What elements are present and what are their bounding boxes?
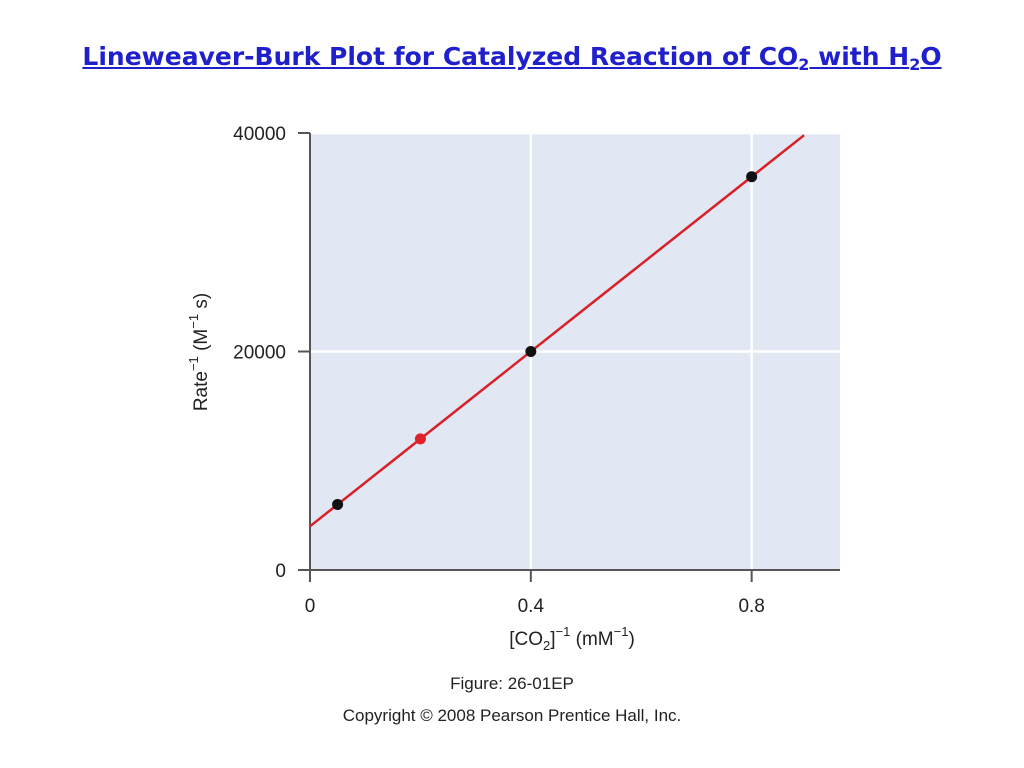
x-axis-title: [CO2]−1 (mM−1) [509,624,635,653]
y-tick-label: 40000 [233,124,286,145]
x-tick-label: 0.4 [518,596,545,617]
y-axis-title: Rate−1 (M−1 s) [186,293,212,411]
fit-line [309,134,805,528]
tick-labels: 0 0.4 0.8 0 20000 40000 [233,124,765,617]
axes [298,132,840,582]
data-points [332,171,758,510]
data-point [414,433,426,445]
copyright-notice: Copyright © 2008 Pearson Prentice Hall, … [342,706,682,725]
data-point [525,346,537,357]
x-tick-label: 0 [305,596,316,617]
slide-title: Lineweaver-Burk Plot for Catalyzed React… [82,42,942,74]
y-tick-label: 0 [275,561,286,582]
x-tick-label: 0.8 [738,596,764,617]
data-point [332,498,344,510]
figure-caption: Figure: 26-01EP [450,674,574,693]
data-point [746,171,758,183]
y-tick-label: 20000 [233,343,286,364]
